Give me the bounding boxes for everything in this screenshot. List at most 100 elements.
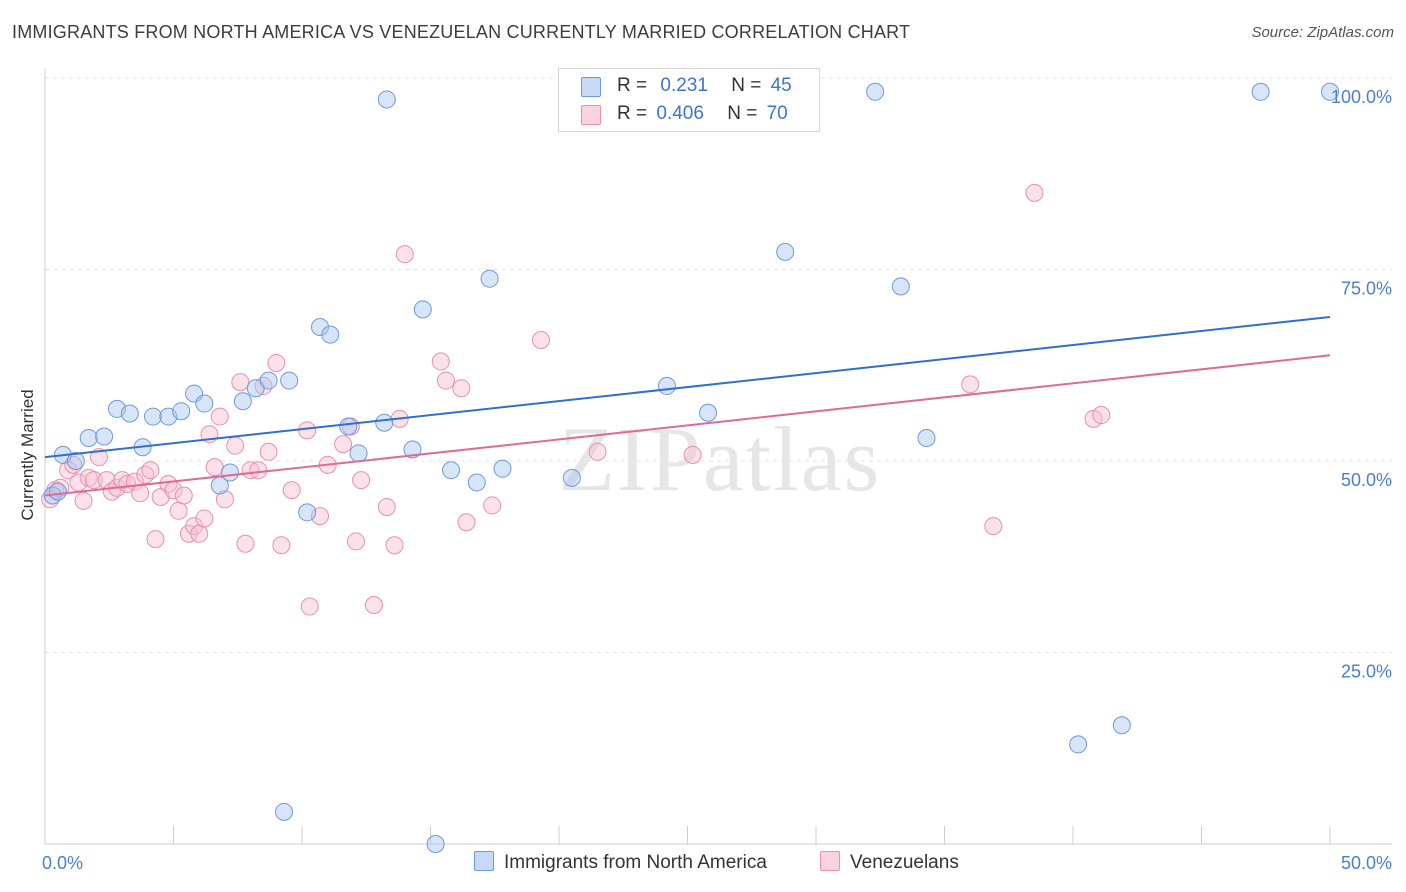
north-america-point	[298, 503, 317, 522]
north-america-point	[195, 394, 214, 413]
north-america-point	[657, 376, 676, 395]
x-tick-label: 50.0%	[1341, 853, 1392, 873]
trend-lines	[44, 315, 1331, 497]
legend-n-value-2: 70	[766, 103, 788, 124]
venezuelans-point	[588, 442, 607, 461]
x-tick-label: 0.0%	[42, 853, 83, 873]
venezuelans-point	[131, 484, 150, 503]
y-tick-label: 75.0%	[1341, 279, 1392, 299]
north-america-point	[467, 473, 486, 492]
venezuelans-point	[436, 371, 455, 390]
venezuelans-point	[159, 474, 178, 493]
venezuelans-point	[174, 486, 193, 505]
venezuelans-point	[483, 496, 502, 515]
north-america-point	[1251, 82, 1270, 101]
bottom-legend-swatch-blue	[474, 850, 494, 871]
north-america-point	[891, 277, 910, 296]
venezuelans-point	[226, 436, 245, 455]
north-america-point	[172, 402, 191, 421]
north-america-point	[339, 417, 358, 436]
bottom-legend-north-america: Immigrants from North America	[474, 850, 767, 874]
y-tick-label: 100.0%	[1331, 87, 1392, 107]
legend-r-label: R =	[617, 103, 648, 124]
north-america-point	[917, 429, 936, 448]
venezuelans-point	[267, 353, 286, 372]
venezuelans-point	[395, 245, 414, 264]
venezuelans-point	[259, 442, 278, 461]
venezuelans-point	[352, 471, 371, 490]
north-america-point	[120, 404, 139, 423]
venezuelans-point	[84, 471, 103, 490]
north-america-point	[562, 468, 581, 487]
north-america-point	[221, 463, 240, 482]
venezuelans-point	[1092, 406, 1111, 425]
north-america-point	[48, 482, 67, 501]
north-america-point	[259, 371, 278, 390]
watermark: ZIPatlas	[559, 408, 882, 510]
north-america-point	[377, 90, 396, 109]
north-america-point	[699, 403, 718, 422]
venezuelans-point	[141, 461, 160, 480]
venezuelans-point	[532, 330, 551, 349]
y-tick-label: 50.0%	[1341, 470, 1392, 490]
venezuelans-point	[346, 532, 365, 551]
venezuelans-point	[385, 536, 404, 555]
legend-r-value-2: 0.406	[656, 103, 704, 124]
y-axis-label: Currently Married	[18, 389, 37, 521]
venezuelans-point	[169, 501, 188, 520]
north-america-point	[375, 413, 394, 432]
source-label: Source: ZipAtlas.com	[1251, 24, 1394, 41]
venezuelans-point	[984, 517, 1003, 536]
bottom-legend-label-1: Immigrants from North America	[504, 852, 767, 873]
venezuelans-point	[457, 513, 476, 532]
venezuelans-point	[215, 490, 234, 509]
north-america-point	[493, 459, 512, 478]
y-tick-label: 25.0%	[1341, 662, 1392, 682]
legend-r-label: R =	[617, 75, 648, 96]
venezuelans-point	[961, 375, 980, 394]
north-america-point	[442, 461, 461, 480]
series-venezuelans-points	[41, 183, 1111, 616]
north-america-point	[275, 802, 294, 821]
bottom-legend-venezuelans: Venezuelans	[820, 850, 959, 874]
north-america-point	[403, 440, 422, 459]
legend-n-label: N =	[731, 75, 762, 96]
chart-title: IMMIGRANTS FROM NORTH AMERICA VS VENEZUE…	[12, 22, 911, 42]
tick-labels: 25.0% 50.0% 75.0% 100.0% 0.0% 50.0%	[42, 87, 1392, 873]
north-america-point	[321, 325, 340, 344]
legend-n-value-1: 45	[770, 75, 792, 96]
venezuelans-point	[334, 435, 353, 454]
north-america-point	[66, 452, 85, 470]
north-america-point	[776, 242, 795, 261]
venezuelans-point	[300, 597, 319, 616]
venezuelans-point	[195, 509, 214, 528]
venezuelans-point	[146, 530, 165, 549]
venezuelans-point	[431, 352, 450, 371]
venezuelans-point	[190, 524, 209, 543]
venezuelans-point	[210, 407, 229, 426]
venezuelans-point	[282, 481, 301, 500]
venezuelans-point	[377, 497, 396, 516]
north-america-point	[426, 835, 445, 853]
north-america-point	[866, 82, 885, 101]
trend-line-north-america	[44, 315, 1331, 459]
venezuelans-point	[249, 461, 268, 480]
legend-n-label: N =	[727, 103, 758, 124]
bottom-legend-swatch-pink	[820, 850, 840, 871]
north-america-point	[310, 317, 329, 336]
north-america-point	[233, 392, 252, 411]
venezuelans-point	[272, 536, 291, 555]
axes	[44, 68, 1392, 845]
venezuelans-point	[364, 596, 383, 615]
north-america-point	[143, 407, 162, 426]
legend-box: R = 0.231 N = 45 R = 0.406 N = 70	[558, 68, 820, 132]
north-america-point	[480, 269, 499, 288]
venezuelans-point	[236, 534, 255, 553]
venezuelans-point	[683, 445, 702, 464]
north-america-point	[1321, 82, 1339, 101]
bottom-legend-label-2: Venezuelans	[850, 852, 959, 873]
venezuelans-point	[231, 373, 250, 392]
north-america-point	[1069, 735, 1088, 754]
venezuelans-point	[298, 421, 317, 440]
